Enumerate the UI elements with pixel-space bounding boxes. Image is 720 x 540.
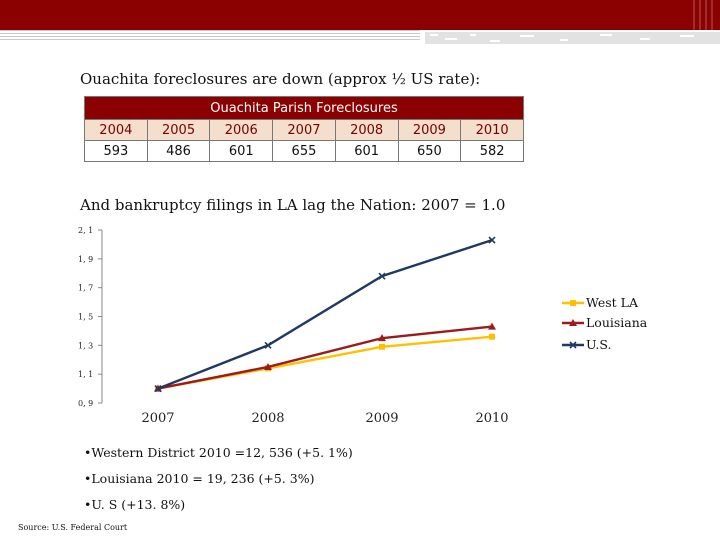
y-tick-label: 1, 5 [78,313,93,322]
y-tick-label: 1, 3 [78,341,93,350]
legend-label: West LA [586,295,639,310]
x-tick-label: 2007 [141,411,174,426]
data-point [379,343,385,350]
data-point [569,341,577,349]
series-line [157,325,493,390]
data-point [378,334,386,342]
data-point [378,272,386,280]
table-cell-value: 582 [460,140,524,162]
y-tick-label: 1, 1 [78,370,93,379]
data-point [570,300,576,306]
data-point [154,385,162,393]
y-tick-label: 1, 7 [78,284,93,293]
data-point [488,236,496,244]
bullet-list: •Western District 2010 =12, 536 (+5. 1%)… [84,440,353,518]
series-line [157,238,493,390]
table-cell-value: 593 [84,140,148,162]
foreclosures-heading: Ouachita foreclosures are down (approx ½… [80,70,481,88]
y-tick-label: 0, 9 [78,399,93,408]
top-banner [0,0,720,30]
table-cell-year: 2010 [460,119,524,141]
bullet-item: •Western District 2010 =12, 536 (+5. 1%) [84,445,353,460]
bullet-item: •U. S (+13. 8%) [84,497,186,512]
source-note: Source: U.S. Federal Court [18,523,128,532]
legend-label: Louisiana [586,315,648,330]
table-cell-year: 2004 [84,119,148,141]
bankruptcy-heading: And bankruptcy filings in LA lag the Nat… [80,196,506,214]
data-point [569,319,577,326]
table-cell-year: 2009 [397,119,462,141]
table-row-years: 2004 2005 2006 2007 2008 2009 2010 [84,119,524,141]
table-cell-year: 2005 [146,119,211,141]
table-cell-year: 2006 [209,119,274,141]
table-cell-value: 650 [397,140,462,162]
bullet-item: •Louisiana 2010 = 19, 236 (+5. 3%) [84,471,315,486]
x-tick-label: 2009 [365,411,398,426]
table-cell-value: 655 [272,140,336,162]
table-cell-value: 601 [209,140,274,162]
foreclosures-table: Ouachita Parish Foreclosures 2004 2005 2… [84,96,524,162]
series-line [157,335,493,390]
data-point [488,322,496,330]
decorative-stripes [0,30,720,46]
table-row-values: 593 486 601 655 601 650 582 [84,140,524,162]
table-cell-year: 2007 [272,119,336,141]
table-cell-year: 2008 [334,119,399,141]
corner-lines-decoration [693,0,713,30]
data-point [489,333,495,340]
legend-label: U.S. [586,337,611,352]
x-tick-label: 2010 [475,411,508,426]
data-point [264,362,272,370]
data-point [264,341,272,349]
table-cell-value: 601 [334,140,399,162]
x-tick-label: 2008 [251,411,284,426]
table-title: Ouachita Parish Foreclosures [84,96,524,120]
y-tick-label: 1, 9 [78,255,93,264]
y-tick-label: 2, 1 [78,226,93,235]
bankruptcy-line-chart: 2, 1 1, 9 1, 7 1, 5 1, 3 1, 1 0, 9 2007 2008 2009… [78,226,648,426]
